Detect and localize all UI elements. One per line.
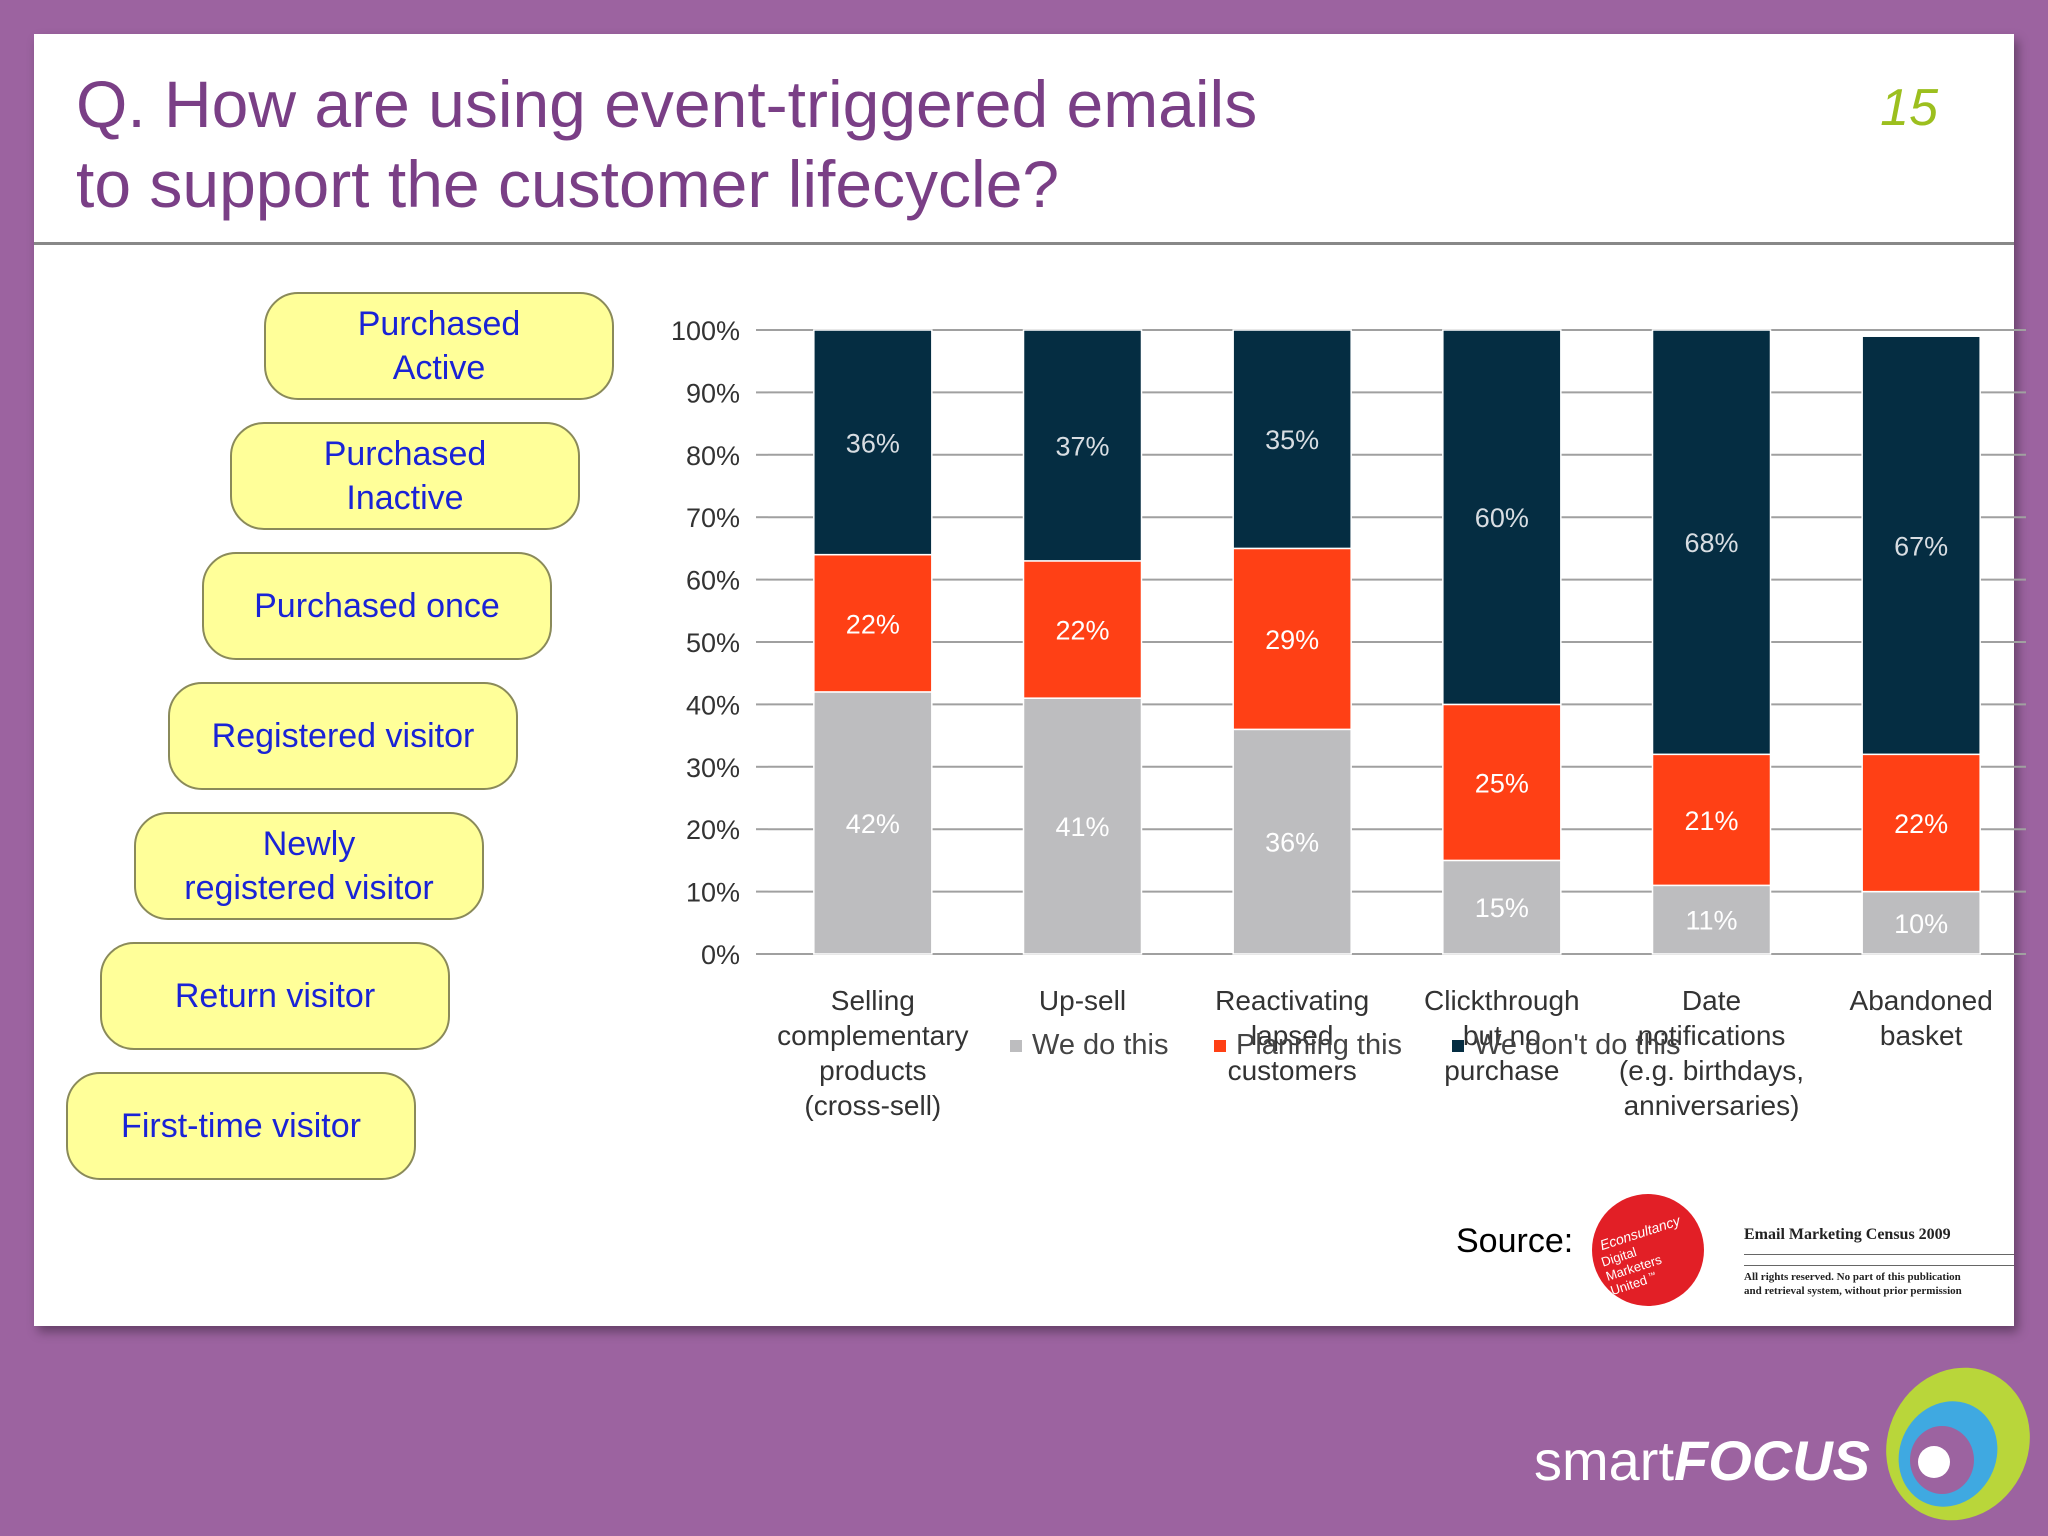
y-tick-label: 90% bbox=[686, 378, 740, 408]
bar-segment bbox=[1651, 884, 1772, 955]
x-tick-label: basket bbox=[1880, 1020, 1963, 1051]
source-label: Source: bbox=[1456, 1222, 1574, 1260]
stacked-bar-chart: 0% 10% 20% 30% 40% 50% 60% 70% 80% 90% 100% 42% 22% 3… bbox=[671, 316, 2026, 1121]
title-line-1: Q. How are using event-triggered emails bbox=[76, 67, 1258, 141]
x-tick-label: purchase bbox=[1444, 1055, 1559, 1086]
bar-segment bbox=[1442, 703, 1562, 862]
bar-segment bbox=[813, 553, 933, 693]
y-tick-label: 50% bbox=[686, 628, 740, 658]
bar-segment bbox=[1861, 753, 1981, 893]
x-tick-label: Abandoned bbox=[1850, 985, 1993, 1016]
rights-notice: All rights reserved. No part of this pub… bbox=[1744, 1265, 2014, 1298]
y-tick-label: 60% bbox=[686, 566, 740, 596]
bar-segment bbox=[1022, 697, 1143, 955]
rights-line-1: All rights reserved. No part of this pub… bbox=[1744, 1271, 1961, 1283]
slide: Q. How are using event-triggered emails … bbox=[34, 34, 2026, 1326]
bar-segment bbox=[1022, 329, 1143, 562]
x-tick-label: Reactivating bbox=[1215, 985, 1369, 1016]
y-tick-label: 70% bbox=[686, 503, 740, 533]
legend-swatch bbox=[1452, 1040, 1464, 1052]
bar-segment bbox=[1651, 753, 1772, 887]
x-tick-label: (e.g. birthdays, bbox=[1619, 1055, 1804, 1086]
bar-segment bbox=[1232, 728, 1352, 955]
data-label: 11% bbox=[1685, 906, 1737, 936]
brand-name-suffix: FOCUS bbox=[1674, 1429, 1870, 1492]
brand-name-prefix: smart bbox=[1534, 1429, 1674, 1492]
data-label: 21% bbox=[1684, 806, 1738, 836]
data-label: 67% bbox=[1894, 531, 1948, 561]
legend-entry: We do this bbox=[1032, 1029, 1168, 1061]
x-tick-label: customers bbox=[1228, 1055, 1357, 1086]
bar-segment bbox=[1022, 560, 1143, 699]
y-tick-label: 10% bbox=[686, 878, 740, 908]
y-tick-label: 30% bbox=[686, 753, 740, 783]
data-label: 35% bbox=[1265, 425, 1319, 455]
logo-trademark: ™ bbox=[1647, 1270, 1657, 1281]
data-label: 25% bbox=[1475, 768, 1529, 798]
title-line-2: to support the customer lifecycle? bbox=[76, 147, 1060, 221]
data-label: 22% bbox=[1894, 809, 1948, 839]
stage-newly-registered-visitor: Newly registered visitor bbox=[134, 812, 484, 920]
data-label: 36% bbox=[846, 428, 900, 458]
rights-line-2: and retrieval system, without prior perm… bbox=[1744, 1285, 1962, 1297]
x-tick-label: Clickthrough bbox=[1424, 985, 1580, 1016]
data-label: 29% bbox=[1265, 625, 1319, 655]
y-tick-label: 20% bbox=[686, 815, 740, 845]
data-label: 68% bbox=[1684, 528, 1738, 558]
stage-purchased-once: Purchased once bbox=[202, 552, 552, 660]
stage-purchased-inactive: Purchased Inactive bbox=[230, 422, 580, 530]
x-tick-label: complementary bbox=[777, 1020, 968, 1051]
data-label: 37% bbox=[1055, 431, 1109, 461]
y-tick-label: 100% bbox=[671, 316, 740, 346]
x-tick-label: anniversaries) bbox=[1624, 1090, 1800, 1121]
x-tick-label: but no bbox=[1463, 1020, 1541, 1051]
x-tick-label: (cross-sell) bbox=[804, 1090, 941, 1121]
svg-text:smartFOCUS: smartFOCUS bbox=[1534, 1429, 1870, 1492]
x-tick-label: Selling bbox=[831, 985, 915, 1016]
x-tick-label: Date bbox=[1682, 985, 1741, 1016]
legend-entry: Planning this bbox=[1236, 1029, 1402, 1061]
data-label: 60% bbox=[1475, 503, 1529, 533]
bar-segment bbox=[1232, 329, 1352, 550]
title-divider bbox=[34, 242, 2014, 245]
y-tick-label: 40% bbox=[686, 690, 740, 720]
stage-return-visitor: Return visitor bbox=[100, 942, 450, 1050]
bar-segment bbox=[1861, 335, 1981, 756]
x-tick-label: notifications bbox=[1638, 1020, 1786, 1051]
legend-entry: We don't do this bbox=[1474, 1029, 1681, 1061]
bar-segment bbox=[813, 691, 933, 955]
data-label: 42% bbox=[846, 809, 900, 839]
stage-purchased-active: Purchased Active bbox=[264, 292, 614, 400]
x-tick-label: products bbox=[819, 1055, 926, 1086]
bar-segment bbox=[1442, 329, 1562, 706]
econsultancy-logo: Econsultancy Digital Marketers United ™ bbox=[1592, 1194, 1704, 1306]
page-title: Q. How are using event-triggered emails … bbox=[76, 64, 1456, 224]
x-tick-label: Up-sell bbox=[1039, 985, 1126, 1016]
bar-segment bbox=[813, 329, 933, 556]
smartfocus-logo: smartFOCUS bbox=[1534, 1367, 2030, 1521]
data-label: 22% bbox=[1055, 616, 1109, 646]
page-number: 15 bbox=[1880, 79, 1938, 137]
legend-swatch bbox=[1010, 1040, 1022, 1052]
data-label: 10% bbox=[1894, 909, 1948, 939]
stage-registered-visitor: Registered visitor bbox=[168, 682, 518, 790]
data-label: 22% bbox=[846, 609, 900, 639]
bar-segment bbox=[1651, 329, 1772, 756]
data-label: 36% bbox=[1265, 828, 1319, 858]
x-tick-label: lapsed bbox=[1251, 1020, 1334, 1051]
y-tick-label: 0% bbox=[701, 940, 740, 970]
publication-title: Email Marketing Census 2009 bbox=[1744, 1226, 2014, 1255]
legend-swatch bbox=[1214, 1040, 1226, 1052]
data-label: 15% bbox=[1475, 893, 1529, 923]
data-label: 41% bbox=[1055, 812, 1109, 842]
source-publication: Email Marketing Census 2009 All rights r… bbox=[1744, 1226, 2014, 1298]
y-tick-label: 80% bbox=[686, 441, 740, 471]
stage-first-time-visitor: First-time visitor bbox=[66, 1072, 416, 1180]
